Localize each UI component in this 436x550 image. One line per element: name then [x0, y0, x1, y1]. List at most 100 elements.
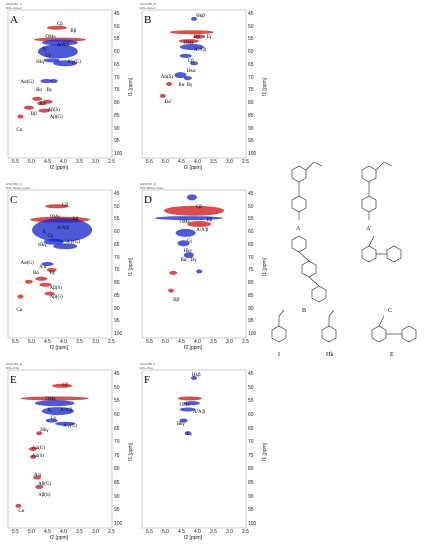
cross-peak-blue	[154, 216, 223, 221]
y-tick-label: 45	[248, 371, 254, 377]
y-tick-label: 55	[248, 216, 254, 223]
peak-label: Aα(S)	[160, 75, 174, 81]
peak-label: Aβ(G)	[38, 482, 52, 488]
peak-label: Cβ	[187, 58, 194, 64]
peak-label: Cβ	[196, 204, 202, 210]
panel-header-line: HSQC80_A	[6, 2, 22, 6]
nmr-panel-e: HSQC80_E DOL-Pine E 45 50 55 60 65 70 75 80 85 90 95 1…	[2, 362, 134, 542]
y-tick-label: 85	[114, 292, 120, 299]
y-tick-label: 55	[114, 398, 120, 405]
peak-label: Bα	[32, 271, 39, 277]
panel-letter: C	[10, 194, 18, 206]
cross-peak-blue	[183, 252, 194, 259]
y-tick-label: 85	[114, 112, 120, 119]
y-tick-label: 60	[114, 49, 120, 56]
cross-peak-red	[35, 276, 48, 281]
peak-label: Aα(G)	[20, 261, 34, 267]
cross-peak-blue	[179, 44, 204, 50]
x-tick-label: 4.5	[178, 529, 185, 535]
y-tick-label: 70	[114, 439, 120, 446]
plot-frame	[7, 9, 113, 159]
y-axis-label: f1 [ppm]	[128, 442, 134, 461]
peak-label: Cγ	[47, 234, 54, 240]
y-tick-label: 45	[248, 11, 254, 17]
peak-label: A/A'β	[56, 225, 69, 231]
cross-peak-blue	[174, 72, 187, 79]
cross-peak-red	[24, 279, 33, 284]
plot-frame	[141, 9, 247, 159]
y-tick-label: 80	[114, 466, 120, 473]
x-tick-label: 3.5	[210, 159, 217, 165]
x-tick-label: 4.0	[194, 339, 201, 345]
y-tick-label: 90	[114, 125, 120, 132]
peak-label: Bγ	[186, 82, 193, 88]
cross-peak-red	[39, 282, 52, 287]
y-tick-label: 90	[114, 493, 120, 500]
cross-peak-blue	[183, 401, 200, 406]
x-tick-label: 5.5	[12, 529, 19, 535]
y-tick-label: 95	[114, 507, 120, 514]
cross-peak-red	[35, 484, 44, 489]
plot-frame	[141, 369, 247, 529]
x-axis-label: f2 [ppm]	[50, 165, 69, 171]
cross-peak-blue	[53, 243, 78, 250]
cross-peak-blue	[49, 79, 58, 84]
panel-header-line: HSQC80_B	[140, 2, 156, 6]
x-tick-label: 5.0	[162, 339, 169, 345]
y-tick-label: 60	[114, 229, 120, 236]
structure-panel: A A' B C I Hk E	[262, 140, 436, 370]
nmr-panel-f: HSQC80_F EOL-Pine F 45 50 55 60 65 70 75 80 85 90 95 1…	[136, 362, 268, 542]
y-tick-label: 45	[248, 191, 254, 197]
x-tick-label: 3.0	[92, 159, 99, 165]
cross-peak-red	[164, 205, 224, 216]
structure-label-b: B	[302, 308, 307, 314]
y-axis-label: f1 [ppm]	[128, 257, 134, 276]
cross-peak-red	[46, 25, 67, 30]
x-tick-label: 3.0	[226, 159, 233, 165]
x-tick-label: 5.5	[12, 159, 19, 165]
x-tick-label: 3.5	[76, 159, 83, 165]
x-tick-label: 4.5	[44, 529, 51, 535]
panel-header-line: DOL-Pine	[6, 365, 20, 370]
y-axis-label: f1 [ppm]	[128, 77, 134, 96]
y-tick-label: 85	[248, 480, 254, 487]
cross-peak-blue	[179, 418, 188, 423]
panel-header: HSQC80_C DOL-Barley straw	[6, 182, 30, 190]
cross-peak-red	[46, 267, 57, 272]
peak-label: Hkγ	[36, 60, 45, 66]
peak-label: Cα	[16, 128, 23, 134]
hsqc-spectrum	[141, 9, 247, 159]
peak-label: A'α	[39, 265, 47, 271]
y-tick-label: 55	[248, 398, 254, 405]
y-tick-label: 55	[114, 36, 120, 43]
y-tick-label: 45	[114, 191, 120, 197]
cross-peak-blue	[53, 60, 78, 67]
structure-label-a: A	[296, 226, 301, 232]
peak-label: Bα'	[164, 100, 172, 106]
y-tick-label: 95	[114, 138, 120, 145]
cross-peak-red	[28, 447, 37, 451]
peak-label: A/A'β	[194, 48, 207, 54]
y-tick-label: 90	[114, 305, 120, 312]
peak-label: Bα	[36, 88, 43, 94]
y-tick-label: 100	[248, 151, 257, 157]
y-tick-label: 80	[248, 466, 254, 473]
x-tick-label: 2.5	[242, 339, 249, 345]
y-tick-label: 70	[114, 74, 120, 81]
peak-label: Cγ	[186, 238, 193, 244]
panel-header: HSQC80_A DOL-Aspen	[6, 2, 22, 10]
cross-peak-red	[32, 96, 43, 101]
cross-peak-blue	[191, 375, 197, 380]
y-tick-label: 50	[248, 203, 254, 210]
cross-peak-red	[29, 454, 36, 459]
x-tick-label: 3.5	[210, 339, 217, 345]
structure-label-hk: Hk	[326, 352, 334, 358]
peak-label: Hkγ	[176, 422, 185, 428]
y-tick-label: 75	[114, 87, 120, 94]
y-tick-label: 60	[248, 229, 254, 236]
x-tick-label: 4.0	[60, 339, 67, 345]
panel-letter: B	[144, 14, 152, 26]
cross-peak-blue	[179, 407, 196, 412]
y-tick-label: 95	[248, 318, 254, 325]
peak-label: OMe	[45, 35, 56, 41]
